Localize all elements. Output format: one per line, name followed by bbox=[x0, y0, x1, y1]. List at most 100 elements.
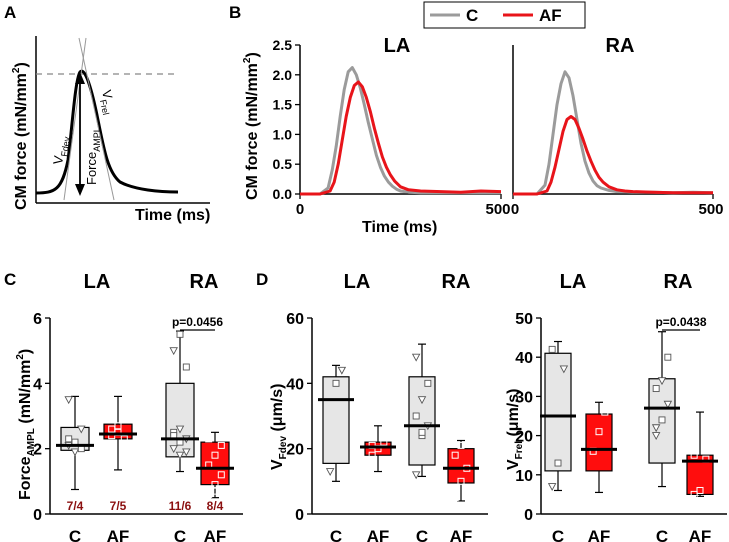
panel-c-group-title-la: LA bbox=[84, 271, 111, 293]
series-line-c bbox=[513, 70, 714, 196]
y-tick-label: 30 bbox=[515, 389, 533, 406]
panel-a-vfdev-label: VFdev bbox=[50, 134, 72, 165]
y-tick-label: 0.0 bbox=[273, 186, 293, 202]
data-point bbox=[457, 477, 465, 485]
p-value-annotation: p=0.0456 bbox=[172, 315, 223, 329]
y-tick-label: 0.5 bbox=[273, 156, 293, 172]
data-point bbox=[696, 486, 704, 494]
data-point bbox=[657, 377, 667, 386]
panel-b: C AF CM force (mN/mm2) Time (ms) LA 0 50… bbox=[242, 1, 724, 236]
data-point bbox=[114, 422, 122, 430]
panel-b-ra-xtick-label-0: 0 bbox=[511, 201, 519, 218]
panel-b-ra-plot: RA 0 500 bbox=[511, 35, 724, 218]
data-point bbox=[70, 448, 80, 457]
data-point bbox=[651, 424, 661, 433]
data-point bbox=[176, 330, 184, 338]
data-point bbox=[651, 432, 661, 441]
panel-d1-group-title-la: LA bbox=[344, 271, 371, 293]
data-point bbox=[175, 451, 185, 460]
panel-a-vfdev-tangent bbox=[63, 37, 87, 201]
data-point bbox=[663, 400, 673, 409]
data-point bbox=[690, 451, 698, 459]
category-label: AF bbox=[450, 527, 473, 542]
panel-b-x-label: Time (ms) bbox=[362, 219, 437, 236]
data-point bbox=[169, 347, 178, 356]
box-la-c bbox=[544, 352, 572, 472]
category-label: C bbox=[656, 527, 668, 542]
y-tick-label: 6 bbox=[33, 311, 42, 328]
panel-label-d: D bbox=[256, 270, 268, 289]
data-point bbox=[205, 435, 213, 443]
n-count: 11/6 bbox=[169, 499, 192, 513]
legend-af-label: AF bbox=[539, 6, 562, 25]
category-label: C bbox=[330, 527, 342, 542]
series-line-af bbox=[300, 80, 502, 196]
data-point bbox=[175, 425, 185, 434]
data-point bbox=[217, 441, 225, 449]
panel-b-ra-xtick-label-500: 500 bbox=[698, 201, 723, 218]
panel-a-x-label: Time (ms) bbox=[135, 207, 210, 224]
panel-d1-y-label: VFdev (μm/s) bbox=[269, 384, 289, 470]
data-point bbox=[457, 441, 465, 449]
data-point bbox=[601, 408, 609, 416]
y-tick-label: 40 bbox=[515, 350, 533, 367]
data-point bbox=[169, 445, 178, 454]
data-point bbox=[337, 366, 347, 375]
data-point bbox=[205, 490, 213, 498]
n-count: 7/5 bbox=[110, 499, 127, 513]
box-la-c bbox=[322, 376, 350, 464]
data-point bbox=[417, 396, 427, 405]
y-tick-label: 1.0 bbox=[273, 126, 293, 142]
y-tick-label: 10 bbox=[515, 468, 533, 485]
category-label: C bbox=[552, 527, 564, 542]
data-point bbox=[380, 438, 388, 446]
category-label: AF bbox=[588, 527, 611, 542]
data-point bbox=[368, 451, 376, 459]
panel-d2-group-title-ra: RA bbox=[664, 271, 693, 293]
category-label: AF bbox=[204, 527, 227, 542]
data-point bbox=[77, 425, 86, 434]
panel-a-force-label: ForceAMPL bbox=[84, 127, 102, 185]
data-point bbox=[211, 451, 219, 459]
y-tick-label: 2 bbox=[33, 442, 42, 459]
data-point bbox=[211, 487, 219, 495]
data-point bbox=[182, 448, 191, 457]
data-point bbox=[451, 451, 459, 459]
p-value-annotation: p=0.0438 bbox=[655, 315, 706, 329]
category-label: C bbox=[416, 527, 428, 542]
data-point bbox=[211, 481, 219, 489]
panel-c-group-title-ra: RA bbox=[190, 271, 219, 293]
n-count: 8/4 bbox=[207, 499, 224, 513]
data-point bbox=[554, 459, 562, 467]
panel-c: LA RA ForceAMPL (mN/mm2) 0 2 4 6 C 7/4 AF 7/5 C 1… bbox=[15, 271, 243, 542]
panel-b-la-xtick-label-0: 0 bbox=[296, 201, 304, 218]
panel-a-arrowhead-bottom bbox=[75, 184, 85, 196]
data-point bbox=[64, 396, 73, 405]
box-la-af bbox=[585, 413, 613, 472]
y-tick-label: 4 bbox=[33, 376, 42, 393]
data-point bbox=[418, 428, 426, 436]
panel-b-la-plot: LA 0 500 0.0 0.5 1.0 1.5 2.0 2.5 bbox=[273, 35, 511, 218]
panel-b-la-xtick-label-500: 500 bbox=[485, 201, 510, 218]
y-tick-label: 0 bbox=[295, 507, 304, 524]
panel-label-a: A bbox=[4, 3, 16, 22]
panel-a-arrowhead-top bbox=[75, 72, 85, 84]
y-tick-label: 0 bbox=[33, 507, 42, 524]
data-point bbox=[690, 490, 698, 498]
panel-b-ra-title: RA bbox=[606, 35, 635, 57]
panel-b-la-title: LA bbox=[384, 35, 411, 57]
category-label: C bbox=[69, 527, 81, 542]
y-tick-label: 20 bbox=[286, 442, 304, 459]
y-tick-label: 0 bbox=[524, 507, 533, 524]
data-point bbox=[217, 471, 225, 479]
data-point bbox=[664, 353, 672, 361]
series-line-af bbox=[513, 115, 713, 196]
data-point bbox=[411, 471, 421, 480]
category-label: C bbox=[174, 527, 186, 542]
panel-a: VFdev VFrel ForceAMPL CM force (mN/mm2) … bbox=[11, 36, 210, 224]
category-label: AF bbox=[367, 527, 390, 542]
panel-c-y-label: ForceAMPL (mN/mm2) bbox=[15, 349, 37, 500]
category-label: AF bbox=[689, 527, 712, 542]
data-point bbox=[332, 379, 340, 387]
